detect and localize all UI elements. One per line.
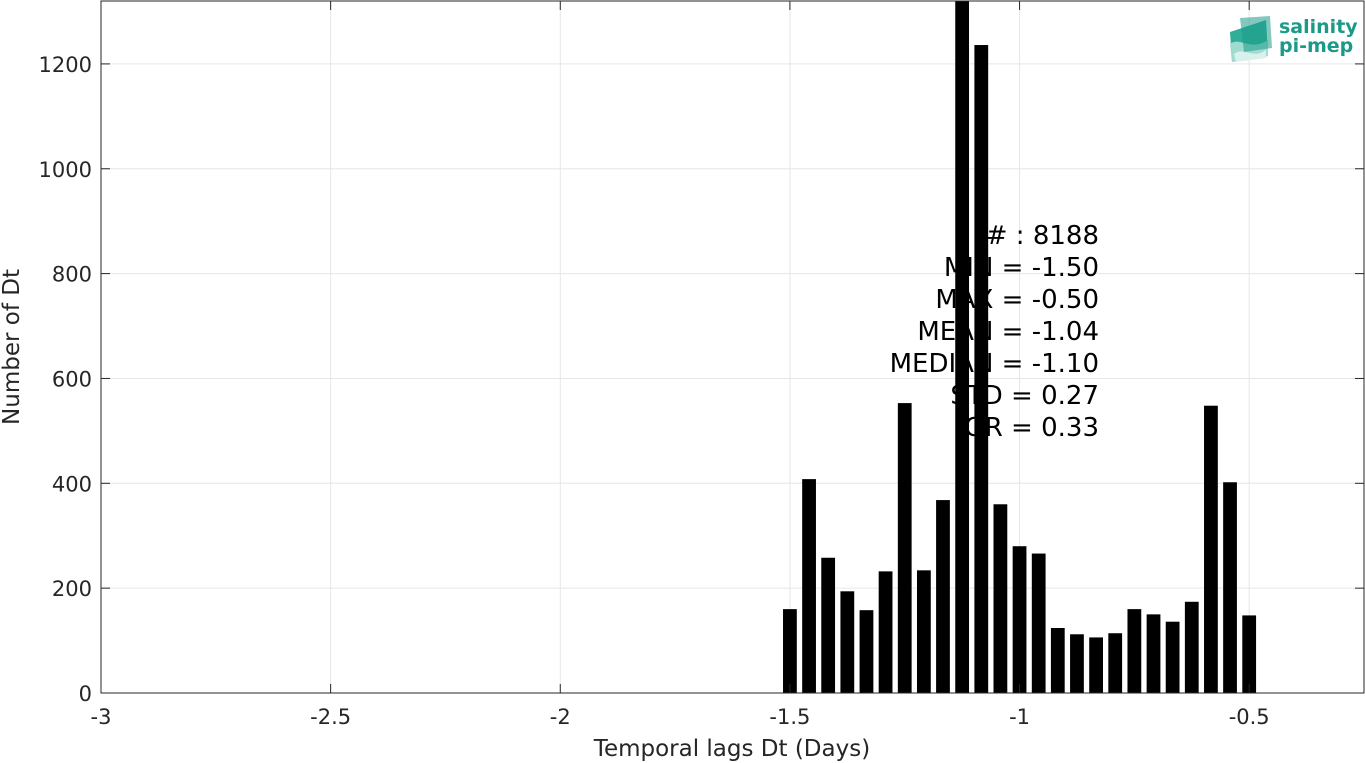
histogram-bar: [993, 504, 1008, 693]
histogram-bar: [1050, 627, 1065, 693]
stat-line: STD = 0.27: [950, 381, 1099, 411]
x-tick-label: -1.5: [769, 705, 810, 729]
y-ticks: 0 200 400 600 800 1000 1200: [39, 53, 1364, 706]
histogram-bar: [974, 45, 989, 693]
y-tick-label: 1000: [39, 158, 92, 182]
histogram-bar: [1127, 609, 1142, 693]
logo-text-salinity: salinity: [1279, 16, 1358, 38]
stat-line: # : 8188: [986, 221, 1099, 251]
histogram-bar: [1242, 615, 1257, 693]
histogram-bar: [916, 570, 931, 693]
histogram-bar: [1089, 637, 1103, 693]
y-tick-label: 400: [52, 472, 92, 496]
histogram-bar: [955, 1, 970, 693]
histogram-bar: [1108, 633, 1123, 693]
x-axis-label: Temporal lags Dt (Days): [593, 736, 870, 762]
y-tick-label: 600: [52, 367, 92, 391]
histogram-bar: [897, 403, 912, 693]
y-tick-label: 0: [79, 682, 92, 706]
y-tick-label: 800: [52, 263, 92, 287]
stat-line: MEAN = -1.04: [917, 317, 1099, 347]
histogram-bar: [783, 609, 797, 693]
axes-frame: [100, 0, 1365, 694]
logo-text-pimep: pi-mep: [1279, 35, 1353, 57]
histogram-bar: [878, 571, 893, 693]
x-tick-label: -3: [91, 705, 112, 729]
salinity-wave-icon: [1230, 16, 1272, 62]
stat-line: MEDIAN = -1.10: [890, 349, 1099, 379]
x-tick-label: -2.5: [310, 705, 351, 729]
histogram-bar: [1184, 601, 1199, 693]
x-tick-label: -2: [550, 705, 571, 729]
stat-line: IQR = 0.33: [957, 413, 1099, 443]
y-tick-label: 200: [52, 577, 92, 601]
x-tick-label: -0.5: [1229, 705, 1270, 729]
histogram-bar: [1165, 621, 1180, 693]
histogram-bar: [1146, 614, 1161, 693]
histogram-bar: [840, 591, 855, 693]
histogram-bar: [821, 557, 836, 693]
histogram-bar: [936, 500, 950, 693]
stat-line: MIN = -1.50: [944, 253, 1099, 283]
stat-line: MAX = -0.50: [935, 285, 1099, 315]
x-tick-label: -1: [1009, 705, 1030, 729]
grid-lines: [100, 1, 1364, 694]
x-ticks: -3 -2.5 -2 -1.5 -1 -0.5: [91, 1, 1270, 729]
histogram-bar: [859, 610, 874, 693]
bars: [783, 1, 1257, 693]
histogram-bar: [1223, 482, 1237, 693]
histogram-bar: [802, 479, 816, 693]
y-axis-label: Number of Dt: [0, 269, 25, 425]
y-tick-label: 1200: [39, 53, 92, 77]
salinity-pimep-logo: salinity pi-mep: [1230, 16, 1358, 62]
histogram-bar: [1070, 634, 1084, 693]
histogram-bar: [1031, 553, 1046, 693]
histogram-bar: [1204, 405, 1218, 693]
histogram-bar: [1012, 546, 1027, 693]
